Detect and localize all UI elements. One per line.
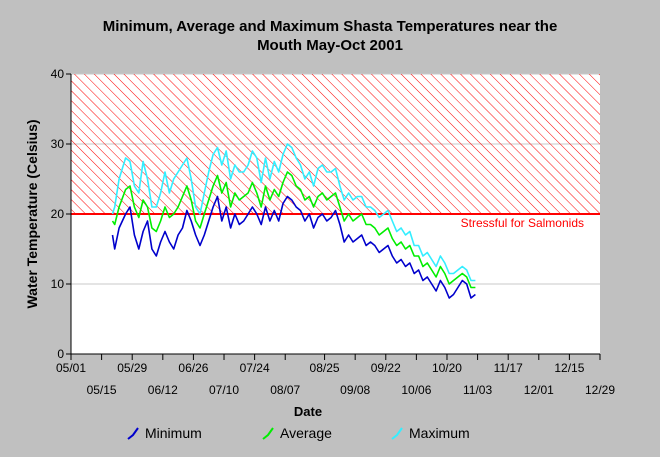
x-tick-label-bottom: 05/15 bbox=[87, 383, 117, 397]
legend-label: Maximum bbox=[409, 425, 470, 441]
stress-zone bbox=[71, 74, 600, 214]
chart-title-line-1: Minimum, Average and Maximum Shasta Temp… bbox=[103, 18, 558, 35]
y-tick-label: 20 bbox=[51, 207, 65, 221]
legend-swatch bbox=[127, 427, 139, 440]
x-tick-label-bottom: 12/01 bbox=[524, 383, 554, 397]
x-tick-label-top: 12/15 bbox=[554, 361, 584, 375]
series-layer bbox=[111, 143, 476, 299]
x-tick-label-bottom: 11/03 bbox=[463, 383, 492, 397]
x-tick-label-top: 06/26 bbox=[178, 361, 208, 375]
series-line-average bbox=[111, 171, 476, 289]
legend: Minimum Average Maximum bbox=[127, 425, 470, 441]
legend-item-average: Average bbox=[262, 425, 332, 441]
x-tick-label-top: 08/25 bbox=[310, 361, 340, 375]
x-tick-label-top: 07/24 bbox=[240, 361, 270, 375]
x-axis-label: Date bbox=[294, 404, 322, 419]
legend-item-minimum: Minimum bbox=[127, 425, 202, 441]
x-tick-label-bottom: 10/06 bbox=[401, 383, 431, 397]
legend-swatch bbox=[391, 427, 403, 440]
chart-title-line-2: Mouth May-Oct 2001 bbox=[257, 37, 403, 54]
x-tick-label-bottom: 06/12 bbox=[148, 383, 178, 397]
x-tick-label-top: 05/29 bbox=[117, 361, 147, 375]
x-tick-label-bottom: 08/07 bbox=[270, 383, 300, 397]
y-axis-label: Water Temperature (Celsius) bbox=[24, 119, 40, 308]
threshold-label: Stressful for Salmonids bbox=[461, 216, 584, 230]
y-tick-label: 0 bbox=[57, 347, 64, 361]
legend-label: Minimum bbox=[145, 425, 202, 441]
x-tick-label-top: 10/20 bbox=[432, 361, 462, 375]
legend-label: Average bbox=[280, 425, 332, 441]
y-tick-label: 10 bbox=[51, 277, 65, 291]
y-tick-label: 40 bbox=[51, 67, 65, 81]
x-tick-label-bottom: 12/29 bbox=[585, 383, 615, 397]
series-line-minimum bbox=[111, 195, 476, 299]
x-tick-label-bottom: 09/08 bbox=[340, 383, 370, 397]
series-line-maximum bbox=[111, 143, 476, 282]
legend-swatch bbox=[262, 427, 274, 440]
x-tick-label-top: 11/17 bbox=[494, 361, 523, 375]
y-tick-label: 30 bbox=[51, 137, 65, 151]
legend-item-maximum: Maximum bbox=[391, 425, 470, 441]
x-tick-label-top: 05/01 bbox=[56, 361, 86, 375]
x-tick-label-top: 09/22 bbox=[371, 361, 401, 375]
y-axis-ticks: 0 10 20 30 40 bbox=[51, 67, 71, 361]
x-tick-label-bottom: 07/10 bbox=[209, 383, 239, 397]
x-axis-ticks: 05/01 05/29 06/26 07/24 08/25 09/22 10/20 11/17… bbox=[56, 354, 615, 397]
